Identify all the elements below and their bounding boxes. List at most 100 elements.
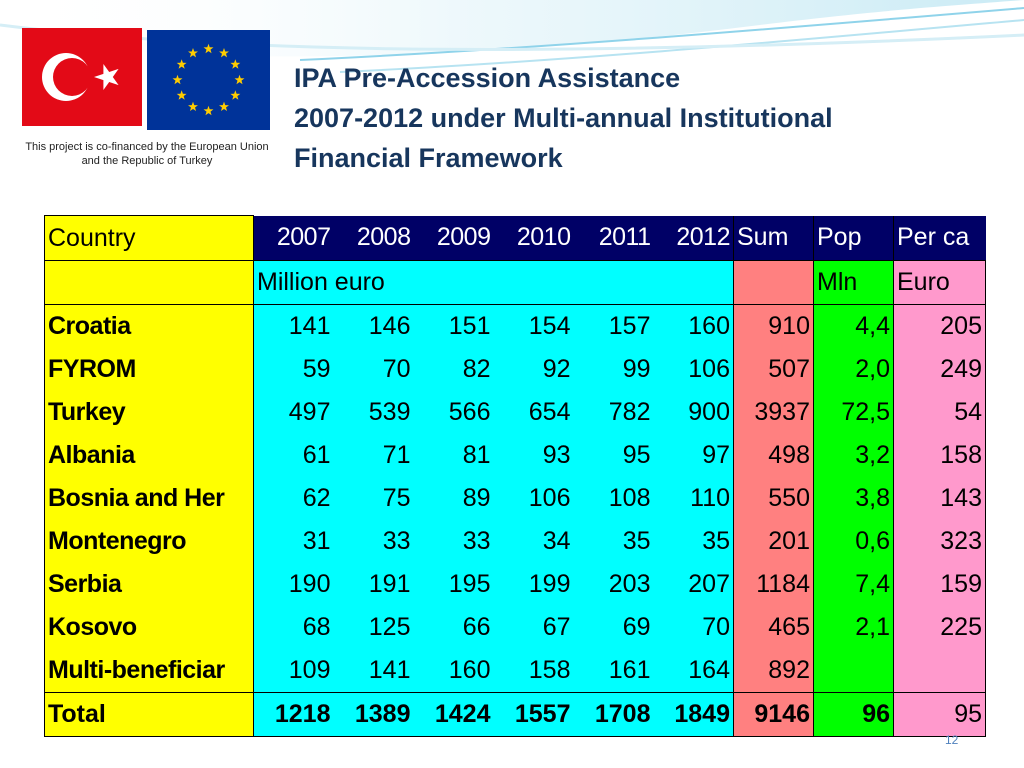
total-2011-cell: 1708 (573, 692, 654, 737)
header-pop: Pop (813, 215, 894, 261)
value-2010-cell: 92 (493, 348, 574, 391)
value-2008-cell: 146 (333, 304, 414, 348)
value-2012-cell: 900 (653, 391, 734, 434)
total-sum-cell: 9146 (733, 692, 814, 737)
total-pop-cell: 96 (813, 692, 894, 737)
value-2007-cell: 59 (253, 348, 334, 391)
units-sum-blank (733, 260, 814, 305)
value-2007-cell: 190 (253, 563, 334, 606)
value-2012-cell: 70 (653, 606, 734, 649)
value-2010-cell: 654 (493, 391, 574, 434)
title-line-3: Financial Framework (294, 143, 563, 173)
per-capita-cell (893, 649, 986, 693)
value-2009-cell: 160 (413, 649, 494, 693)
total-per-capita-cell: 95 (893, 692, 986, 737)
eu-star-icon (230, 59, 241, 69)
per-capita-cell: 205 (893, 304, 986, 348)
table-row: Turkey 497 539 566 654 782 900 3937 72,5 54 (44, 391, 986, 434)
turkey-flag-icon (22, 28, 142, 126)
table-row: Serbia 190 191 195 199 203 207 1184 7,4 159 (44, 563, 986, 606)
header-2010: 2010 (493, 215, 574, 261)
value-2009-cell: 66 (413, 606, 494, 649)
country-cell: Turkey (44, 391, 254, 434)
total-label-cell: Total (44, 692, 254, 737)
sum-cell: 550 (733, 477, 814, 520)
value-2007-cell: 497 (253, 391, 334, 434)
eu-star-icon (234, 74, 245, 85)
value-2011-cell: 108 (573, 477, 654, 520)
value-2009-cell: 81 (413, 434, 494, 477)
value-2012-cell: 35 (653, 520, 734, 563)
header-2009: 2009 (413, 215, 494, 261)
header-sum: Sum (733, 215, 814, 261)
eu-star-icon (230, 90, 241, 100)
per-capita-cell: 225 (893, 606, 986, 649)
eu-star-icon (176, 90, 187, 100)
value-2008-cell: 141 (333, 649, 414, 693)
value-2007-cell: 61 (253, 434, 334, 477)
eu-star-icon (172, 74, 183, 85)
value-2011-cell: 69 (573, 606, 654, 649)
total-2008-cell: 1389 (333, 692, 414, 737)
total-2012-cell: 1849 (653, 692, 734, 737)
value-2010-cell: 93 (493, 434, 574, 477)
value-2010-cell: 106 (493, 477, 574, 520)
value-2010-cell: 154 (493, 304, 574, 348)
sum-cell: 1184 (733, 563, 814, 606)
table-row: Bosnia and Her 62 75 89 106 108 110 550 3,8 143 (44, 477, 986, 520)
total-2010-cell: 1557 (493, 692, 574, 737)
value-2010-cell: 67 (493, 606, 574, 649)
cofinanced-note: This project is co-financed by the Europ… (25, 141, 269, 167)
value-2009-cell: 89 (413, 477, 494, 520)
pop-cell (813, 649, 894, 693)
value-2008-cell: 71 (333, 434, 414, 477)
per-capita-cell: 159 (893, 563, 986, 606)
value-2009-cell: 82 (413, 348, 494, 391)
value-2012-cell: 110 (653, 477, 734, 520)
sum-cell: 3937 (733, 391, 814, 434)
value-2010-cell: 199 (493, 563, 574, 606)
value-2011-cell: 203 (573, 563, 654, 606)
header-row: Country 2007 2008 2009 2010 2011 2012 Su… (44, 215, 986, 261)
header-per-capita: Per ca (893, 215, 986, 261)
value-2007-cell: 31 (253, 520, 334, 563)
value-2012-cell: 160 (653, 304, 734, 348)
ipa-table: Country 2007 2008 2009 2010 2011 2012 Su… (44, 215, 986, 737)
value-2008-cell: 33 (333, 520, 414, 563)
value-2009-cell: 566 (413, 391, 494, 434)
value-2011-cell: 161 (573, 649, 654, 693)
units-per-capita: Euro (893, 260, 986, 305)
country-cell: Albania (44, 434, 254, 477)
value-2007-cell: 141 (253, 304, 334, 348)
value-2009-cell: 151 (413, 304, 494, 348)
sum-cell: 507 (733, 348, 814, 391)
value-2010-cell: 158 (493, 649, 574, 693)
header-country: Country (44, 215, 254, 261)
total-row: Total 1218 1389 1424 1557 1708 1849 9146 96 95 (44, 692, 986, 737)
pop-cell: 0,6 (813, 520, 894, 563)
title-line-1: IPA Pre-Accession Assistance (294, 63, 681, 93)
sum-cell: 910 (733, 304, 814, 348)
pop-cell: 7,4 (813, 563, 894, 606)
table-row: Montenegro 31 33 33 34 35 35 201 0,6 323 (44, 520, 986, 563)
value-2012-cell: 207 (653, 563, 734, 606)
value-2007-cell: 109 (253, 649, 334, 693)
header-2008: 2008 (333, 215, 414, 261)
total-2009-cell: 1424 (413, 692, 494, 737)
pop-cell: 4,4 (813, 304, 894, 348)
value-2007-cell: 62 (253, 477, 334, 520)
pop-cell: 2,1 (813, 606, 894, 649)
value-2009-cell: 33 (413, 520, 494, 563)
country-cell: Multi-beneficiar (44, 649, 254, 693)
pop-cell: 72,5 (813, 391, 894, 434)
value-2008-cell: 70 (333, 348, 414, 391)
table-row: Albania 61 71 81 93 95 97 498 3,2 158 (44, 434, 986, 477)
sum-cell: 892 (733, 649, 814, 693)
title-line-2: 2007-2012 under Multi-annual Institution… (294, 103, 833, 133)
pop-cell: 3,8 (813, 477, 894, 520)
eu-star-icon (203, 43, 214, 54)
eu-star-icon (219, 47, 229, 58)
value-2008-cell: 191 (333, 563, 414, 606)
units-country-blank (44, 260, 254, 305)
per-capita-cell: 323 (893, 520, 986, 563)
